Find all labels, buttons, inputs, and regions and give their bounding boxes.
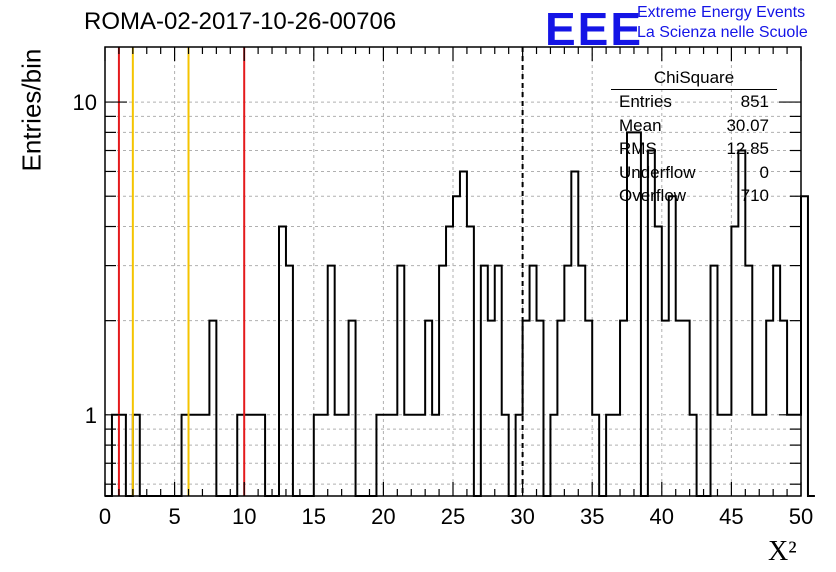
histogram-bin xyxy=(439,266,446,496)
stat-label: Mean xyxy=(619,115,662,135)
stat-row-rms: RMS 12.85 xyxy=(611,137,777,161)
x-tick-label: 30 xyxy=(510,504,534,529)
histogram-bin xyxy=(397,266,404,496)
histogram-bin xyxy=(773,266,780,496)
stat-value: 30.07 xyxy=(726,115,769,135)
histogram-bin xyxy=(801,196,808,496)
stat-label: RMS xyxy=(619,139,657,158)
histogram-bin xyxy=(279,227,286,496)
stat-value: 851 xyxy=(740,92,769,111)
stat-label: Entries xyxy=(619,92,672,111)
axes-frame xyxy=(104,46,802,497)
histogram-bin xyxy=(446,227,453,496)
x-tick-label: 20 xyxy=(371,504,395,529)
reference-lines xyxy=(117,47,524,496)
histogram-bin xyxy=(564,266,571,496)
stat-value: 12.85 xyxy=(726,139,769,158)
stat-label: Overflow xyxy=(619,186,687,205)
histogram-bin xyxy=(488,321,495,496)
stats-title: ChiSquare xyxy=(611,68,777,90)
histogram-bin xyxy=(460,171,467,496)
histogram-bin xyxy=(349,321,356,496)
x-tick-label: 10 xyxy=(232,504,256,529)
histogram-bin xyxy=(495,266,502,496)
histogram-bin xyxy=(328,266,335,496)
histogram-bin xyxy=(662,321,669,496)
stat-row-mean: Mean 30.07 xyxy=(611,114,777,138)
histogram-bin xyxy=(578,266,585,496)
x-tick-label: 5 xyxy=(168,504,180,529)
histogram-bin xyxy=(467,227,474,496)
x-tick-label: 15 xyxy=(302,504,326,529)
histogram-bin xyxy=(453,196,460,496)
histogram-bin xyxy=(620,321,627,496)
x-tick-label: 25 xyxy=(441,504,465,529)
stat-label: Underflow xyxy=(619,162,696,182)
stat-row-underflow: Underflow 0 xyxy=(611,161,777,185)
histogram-bin xyxy=(766,321,773,496)
stat-value: 710 xyxy=(740,186,769,205)
histogram-bin xyxy=(523,321,530,496)
y-tick-label: 1 xyxy=(85,403,97,428)
histogram-bin xyxy=(481,266,488,496)
tick-labels: 0 5 10 15 20 25 30 35 40 45 50 1 10 xyxy=(73,90,814,529)
logo-caption-line1: Extreme Energy Events xyxy=(637,4,806,21)
eee-logo: EEE xyxy=(545,3,644,55)
histogram-bin xyxy=(780,321,787,496)
x-tick-label: 40 xyxy=(650,504,674,529)
histogram-bin xyxy=(530,266,537,496)
stats-box: ChiSquare Entries 851 Mean 30.07 RMS 12.… xyxy=(611,68,777,208)
x-axis-label: X² xyxy=(768,536,797,567)
logo-caption-line2: La Scienza nelle Scuole xyxy=(637,24,808,41)
histogram-bin xyxy=(571,171,578,496)
histogram-bin xyxy=(209,321,216,496)
histogram-bin xyxy=(669,196,676,496)
histogram-bin xyxy=(557,321,564,496)
histogram-bin xyxy=(655,227,662,496)
stat-row-entries: Entries 851 xyxy=(611,90,777,114)
histogram-bin xyxy=(683,321,690,496)
histogram-bin xyxy=(425,321,432,496)
histogram-bin xyxy=(537,321,544,496)
histogram-bin xyxy=(585,321,592,496)
stat-row-overflow: Overflow 710 xyxy=(611,184,777,208)
x-tick-label: 50 xyxy=(789,504,813,529)
chart-title: ROMA-02-2017-10-26-00706 xyxy=(84,8,397,35)
histogram-bin xyxy=(711,266,718,496)
x-tick-label: 35 xyxy=(580,504,604,529)
histogram-bin xyxy=(286,266,293,496)
x-tick-label: 45 xyxy=(719,504,743,529)
y-axis-label: Entries/bin xyxy=(16,48,47,172)
histogram-bin xyxy=(676,321,683,496)
histogram-bin xyxy=(731,227,738,496)
y-tick-label: 10 xyxy=(73,90,97,115)
x-tick-label: 0 xyxy=(99,504,111,529)
stat-value: 0 xyxy=(759,162,769,182)
histogram-bin xyxy=(745,266,752,496)
